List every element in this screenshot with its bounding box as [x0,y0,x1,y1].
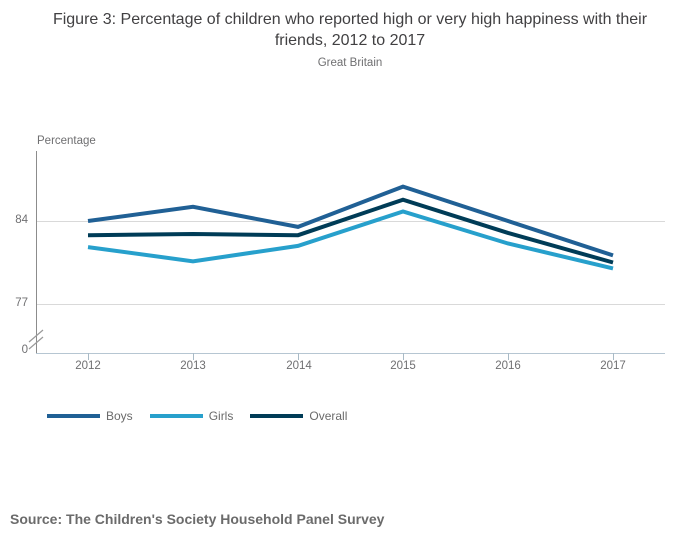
x-tick-label: 2017 [600,360,626,372]
legend-swatch-overall [250,414,304,418]
x-tick-label: 2012 [75,360,101,372]
x-tick-label: 2016 [495,360,521,372]
legend-item-overall[interactable]: Overall [250,409,347,423]
chart-legend: Boys Girls Overall [47,409,347,423]
chart-subtitle: Great Britain [317,57,383,69]
x-tick-label: 2015 [390,360,416,372]
legend-label: Overall [309,409,348,423]
x-tick-label: 2014 [286,360,312,372]
legend-item-girls[interactable]: Girls [149,409,234,423]
y-tick-label: 84 [15,214,28,226]
legend-swatch-girls [149,414,203,418]
legend-item-boys[interactable]: Boys [47,409,133,423]
y-tick-label: 0 [21,344,28,356]
legend-label: Boys [106,409,133,423]
chart-title: Figure 3: Percentage of children who rep… [52,11,648,49]
x-tick-label: 2013 [180,360,206,372]
y-axis-title: Percentage [37,135,96,147]
source-note: Source: The Children's Society Household… [10,511,385,527]
legend-label: Girls [208,409,234,423]
y-tick-label: 77 [15,297,28,309]
legend-swatch-boys [47,414,100,418]
